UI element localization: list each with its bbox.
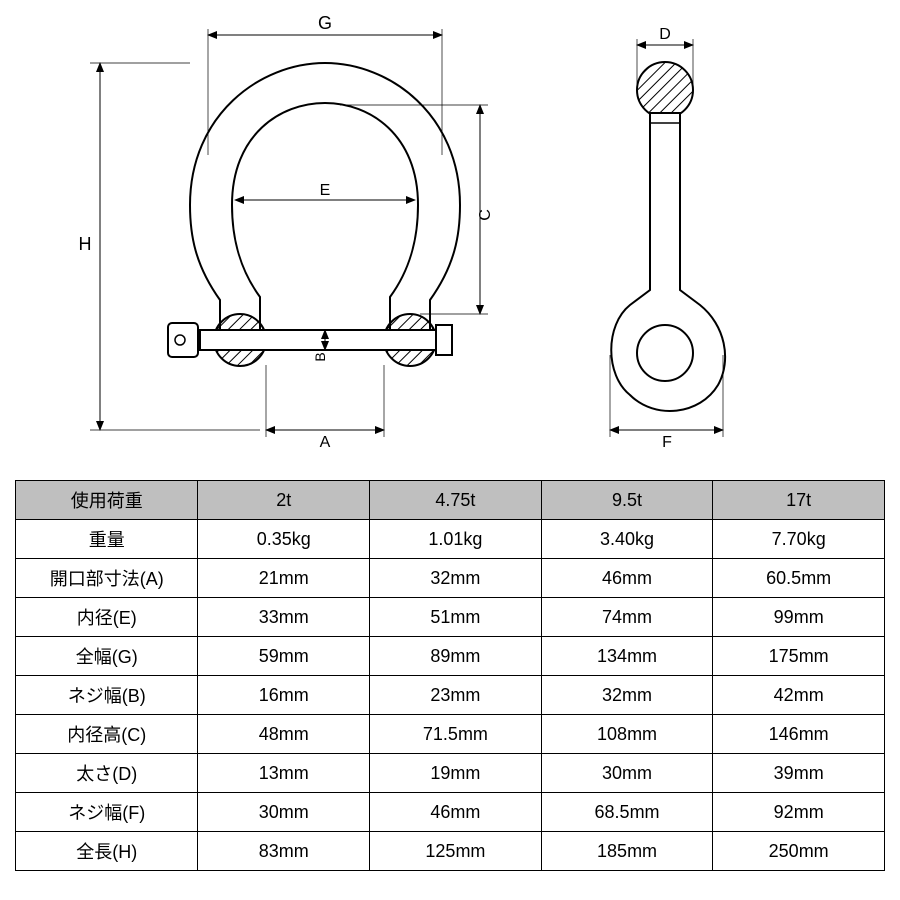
engineering-diagram: H G E C A B D <box>0 0 900 480</box>
table-row: 重量0.35kg1.01kg3.40kg7.70kg <box>16 520 885 559</box>
dim-label-a: A <box>320 434 331 451</box>
specification-table: 使用荷重 2t 4.75t 9.5t 17t 重量0.35kg1.01kg3.4… <box>15 480 885 871</box>
table-row: 内径高(C)48mm71.5mm108mm146mm <box>16 715 885 754</box>
header-cell: 2t <box>198 481 370 520</box>
dim-label-c: C <box>477 209 494 221</box>
dim-label-e: E <box>320 182 331 199</box>
header-cell: 17t <box>713 481 885 520</box>
table-row: 内径(E)33mm51mm74mm99mm <box>16 598 885 637</box>
dim-label-d: D <box>659 26 671 43</box>
table-row: 太さ(D)13mm19mm30mm39mm <box>16 754 885 793</box>
table-row: ネジ幅(F)30mm46mm68.5mm92mm <box>16 793 885 832</box>
dim-label-b: B <box>312 352 328 361</box>
header-cell: 使用荷重 <box>16 481 198 520</box>
dim-label-f: F <box>662 434 672 451</box>
table-row: 全幅(G)59mm89mm134mm175mm <box>16 637 885 676</box>
table-row: 全長(H)83mm125mm185mm250mm <box>16 832 885 871</box>
dim-label-g: G <box>318 13 332 33</box>
dim-label-h: H <box>79 234 92 254</box>
table-row: ネジ幅(B)16mm23mm32mm42mm <box>16 676 885 715</box>
table-header-row: 使用荷重 2t 4.75t 9.5t 17t <box>16 481 885 520</box>
table-row: 開口部寸法(A)21mm32mm46mm60.5mm <box>16 559 885 598</box>
header-cell: 4.75t <box>370 481 542 520</box>
header-cell: 9.5t <box>541 481 713 520</box>
